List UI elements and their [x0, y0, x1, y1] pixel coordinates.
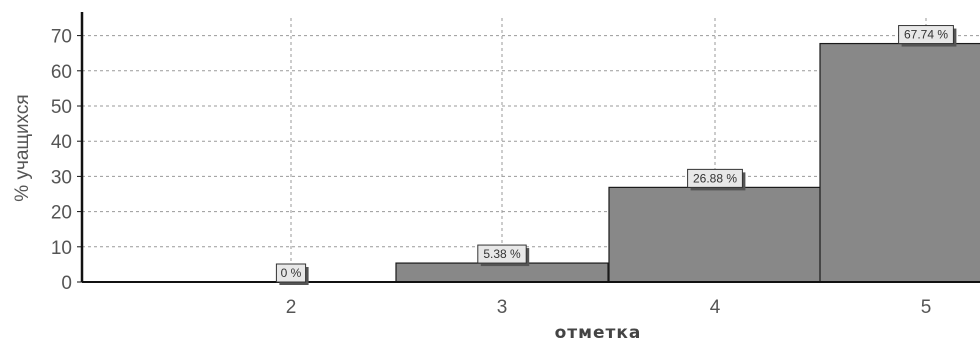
x-tick-label: 2 — [286, 297, 297, 318]
y-tick-label: 30 — [51, 167, 72, 188]
y-axis-label: % учащихся — [12, 94, 33, 201]
y-tick-label: 70 — [51, 27, 72, 48]
bar — [608, 186, 822, 283]
y-tick-label: 40 — [51, 132, 72, 153]
axes-layer: 0 10 20 30 40 50 60 70 2 3 4 5 — [51, 12, 980, 318]
data-label-box — [898, 25, 954, 45]
x-axis-label: отметка — [555, 323, 642, 343]
data-label: 26.88 % — [693, 171, 737, 185]
data-label: 0 % — [281, 266, 302, 280]
y-tick-label: 50 — [51, 97, 72, 118]
labels-layer: 0 % 5.38 % 26.88 % 67.74 % — [275, 25, 957, 285]
data-label-box — [477, 244, 527, 264]
y-tick-label: 10 — [51, 238, 72, 259]
data-label: 67.74 % — [904, 28, 948, 42]
x-tick-label: 5 — [921, 297, 932, 318]
data-label-box — [687, 168, 743, 188]
data-label-box — [275, 263, 307, 283]
y-tick-label: 60 — [51, 62, 72, 83]
data-label: 5.38 % — [483, 247, 521, 261]
bar — [819, 42, 980, 283]
y-tick-label: 20 — [51, 203, 72, 224]
x-tick-label: 4 — [710, 297, 721, 318]
x-tick-label: 3 — [497, 297, 508, 318]
y-tick-label: 0 — [61, 273, 72, 294]
